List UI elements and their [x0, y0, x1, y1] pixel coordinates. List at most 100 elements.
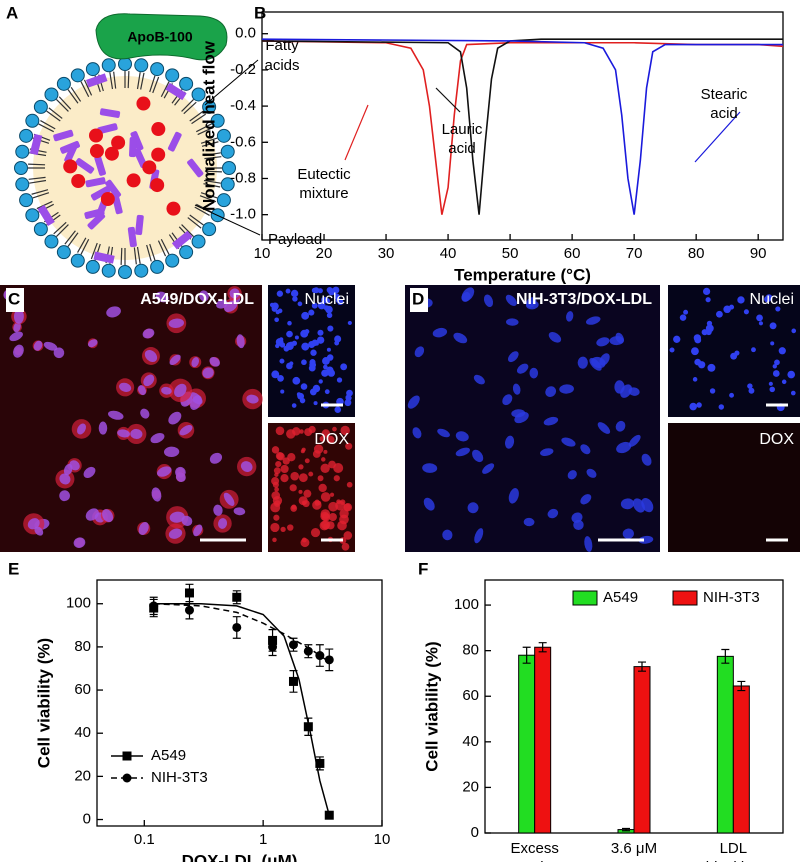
dox-signal	[272, 495, 283, 506]
legend-label: NIH-3T3	[151, 769, 208, 786]
nucleus	[702, 287, 711, 296]
legend-marker	[122, 773, 132, 783]
nucleus	[321, 296, 328, 303]
dox-signal	[326, 435, 335, 444]
nucleus	[334, 406, 342, 413]
nucleus	[756, 314, 763, 322]
dox-signal	[298, 489, 303, 494]
nucleus	[285, 288, 291, 294]
lipid-tail	[55, 98, 69, 112]
nucleus	[323, 364, 328, 370]
bar	[633, 666, 651, 834]
fatty-acid	[29, 133, 43, 156]
dox-signal	[339, 509, 349, 519]
nucleus	[301, 359, 307, 366]
lipid-tail	[140, 72, 145, 90]
dox-signal	[274, 487, 279, 492]
micrograph-label: DOX	[314, 431, 349, 448]
nucleus	[223, 492, 235, 506]
nucleus	[63, 463, 73, 476]
dox-signal	[299, 429, 304, 434]
marker	[184, 588, 194, 598]
nucleus	[157, 466, 172, 477]
marker	[149, 601, 159, 611]
bar	[732, 685, 750, 834]
y-tick-label: 60	[74, 681, 91, 698]
lipid-tail	[199, 195, 217, 203]
nucleus	[679, 314, 687, 321]
lipid-tail	[28, 163, 46, 166]
nucleus	[102, 509, 114, 523]
lipid-tail	[38, 123, 54, 133]
nucleus	[297, 392, 305, 400]
micrograph	[0, 285, 262, 552]
nucleus	[474, 528, 484, 544]
dox-signal	[275, 452, 284, 460]
marker	[303, 646, 313, 656]
nucleus	[591, 356, 606, 369]
nucleus	[548, 331, 562, 343]
bar	[716, 655, 734, 834]
nucleus	[628, 387, 640, 396]
lipid-tail	[80, 81, 90, 97]
marker	[324, 655, 334, 665]
dox-signal	[340, 425, 350, 436]
nucleus	[641, 498, 654, 513]
nucleus	[340, 363, 348, 371]
nucleus	[529, 367, 539, 379]
fatty-acid	[85, 73, 108, 88]
dsc-curve	[262, 38, 783, 215]
nucleus	[280, 389, 285, 394]
lipid-tail	[67, 232, 79, 247]
lipid-head	[25, 208, 40, 223]
lipid-tail	[67, 89, 79, 104]
y-tick-label: 20	[74, 767, 91, 784]
lipid-head	[220, 144, 235, 159]
nucleus	[311, 302, 318, 309]
dox-signal	[321, 457, 326, 462]
dox-signal	[280, 464, 289, 474]
lipid-tail	[200, 137, 218, 144]
lipid-head	[179, 76, 194, 91]
nucleus	[326, 347, 331, 352]
nucleus	[336, 377, 343, 383]
nucleus	[482, 463, 495, 474]
error-bar	[737, 680, 746, 692]
marker	[232, 622, 242, 632]
lipid-tail	[70, 86, 82, 102]
nucleus	[275, 343, 280, 349]
dsc-curve	[262, 38, 783, 215]
panel-letter-bg	[6, 288, 24, 312]
panel-letter: E	[8, 559, 19, 578]
nucleus	[580, 494, 592, 505]
nucleus	[505, 294, 517, 306]
nucleus	[577, 356, 588, 369]
lipid-tail	[197, 126, 214, 136]
payload-dot	[88, 128, 103, 143]
nucleus	[27, 518, 40, 530]
nucleus	[540, 448, 554, 457]
nucleus	[628, 434, 641, 447]
y-tick-label: 0.0	[235, 25, 256, 42]
x-axis-label: DOX-LDL (μM)	[182, 851, 298, 862]
y-tick-label: 40	[462, 733, 479, 750]
nucleus	[13, 344, 24, 358]
nucleus	[586, 316, 601, 325]
lipid-tail	[113, 71, 117, 89]
dox-signal	[275, 426, 285, 436]
nucleus	[163, 446, 180, 458]
y-axis-label: Normalized heat flow	[199, 40, 218, 211]
lipid-tail	[196, 123, 212, 133]
nucleus	[271, 370, 280, 379]
lipid-tail	[31, 189, 49, 195]
y-tick-label: 20	[462, 778, 479, 795]
nucleus	[407, 395, 420, 409]
dox-signal	[304, 428, 313, 437]
nucleus	[596, 337, 610, 347]
lipid-tail	[157, 240, 167, 257]
bar	[534, 646, 552, 834]
dox-signal	[341, 542, 350, 551]
lipid-tail	[40, 120, 56, 130]
lipid-head	[210, 113, 225, 128]
nucleus	[318, 379, 323, 384]
